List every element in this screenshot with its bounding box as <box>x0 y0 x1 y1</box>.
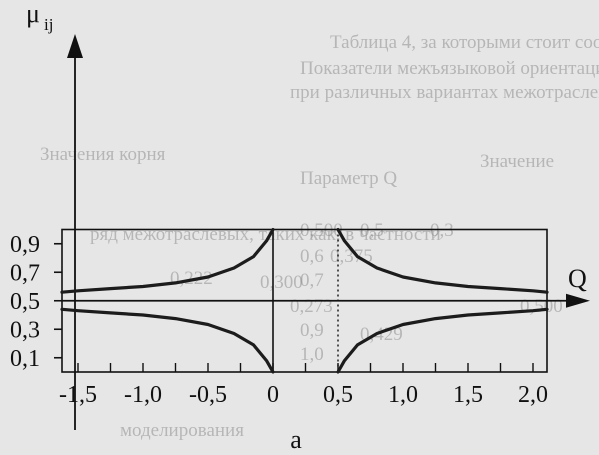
ghost-text: 0,375 <box>330 246 373 267</box>
q-axis-arrow <box>566 293 590 308</box>
x-tick-label: 0,5 <box>323 382 353 408</box>
y-axis-arrow <box>67 34 83 58</box>
ghost-text: Значение <box>480 151 554 172</box>
ghost-text: 1,0 <box>300 344 324 365</box>
y-tick-label: 0,5 <box>10 289 40 315</box>
ghost-text: 0,500 <box>520 296 563 317</box>
curve-series-1 <box>60 227 275 294</box>
ghost-text: моделирования <box>120 420 244 441</box>
y-tick-label: 0,7 <box>10 260 40 286</box>
curve-series-2 <box>60 307 275 374</box>
ghost-text: 0,6 <box>300 246 324 267</box>
y-tick-label: 0,3 <box>10 317 40 343</box>
ghost-text: 0,300 <box>260 272 303 293</box>
ghost-text: 0,3 <box>430 220 454 241</box>
x-tick-label: 1,5 <box>453 382 483 408</box>
background-show-through-text: Таблица 4, за которыми стоит соответству… <box>40 32 599 441</box>
x-axis-label: Q <box>568 264 587 293</box>
ghost-text: при различных вариантах межотраслевых <box>290 82 599 103</box>
ghost-text: Таблица 4, за которыми стоит соответству… <box>330 32 599 53</box>
x-tick-label: -1,0 <box>124 382 162 408</box>
axes <box>54 34 590 430</box>
ghost-text: 0,7 <box>300 270 324 291</box>
y-axis-label: μ <box>26 0 40 28</box>
curve-series-4 <box>336 307 549 374</box>
panel-label: a <box>290 425 302 454</box>
ghost-text: 0,500 <box>300 220 343 241</box>
x-tick-label: 1,0 <box>388 382 418 408</box>
x-tick-label: -0,5 <box>189 382 227 408</box>
curve-series-3 <box>336 227 549 294</box>
ghost-text: 0,5 <box>360 220 384 241</box>
y-axis-label-subscript: ij <box>44 15 53 34</box>
y-tick-label: 0,1 <box>10 346 40 372</box>
ghost-text: Показатели межъязыковой ориентации <box>300 58 599 79</box>
ghost-text: 0,273 <box>290 296 333 317</box>
ghost-text: 0,9 <box>300 320 324 341</box>
chart-labels: 0,10,30,50,70,9-1,5 -1,0 -0,5 0 0,5 1,0 1,5 2,0… <box>10 0 587 454</box>
x-tick-label: 0 <box>267 382 279 408</box>
x-tick-label: 2,0 <box>518 382 548 408</box>
ghost-text: Параметр Q <box>300 168 397 189</box>
x-tick-label: -1,5 <box>59 382 97 408</box>
chart-marks <box>60 227 549 374</box>
y-tick-label: 0,9 <box>10 232 40 258</box>
ghost-text: Значения корня <box>40 144 166 165</box>
